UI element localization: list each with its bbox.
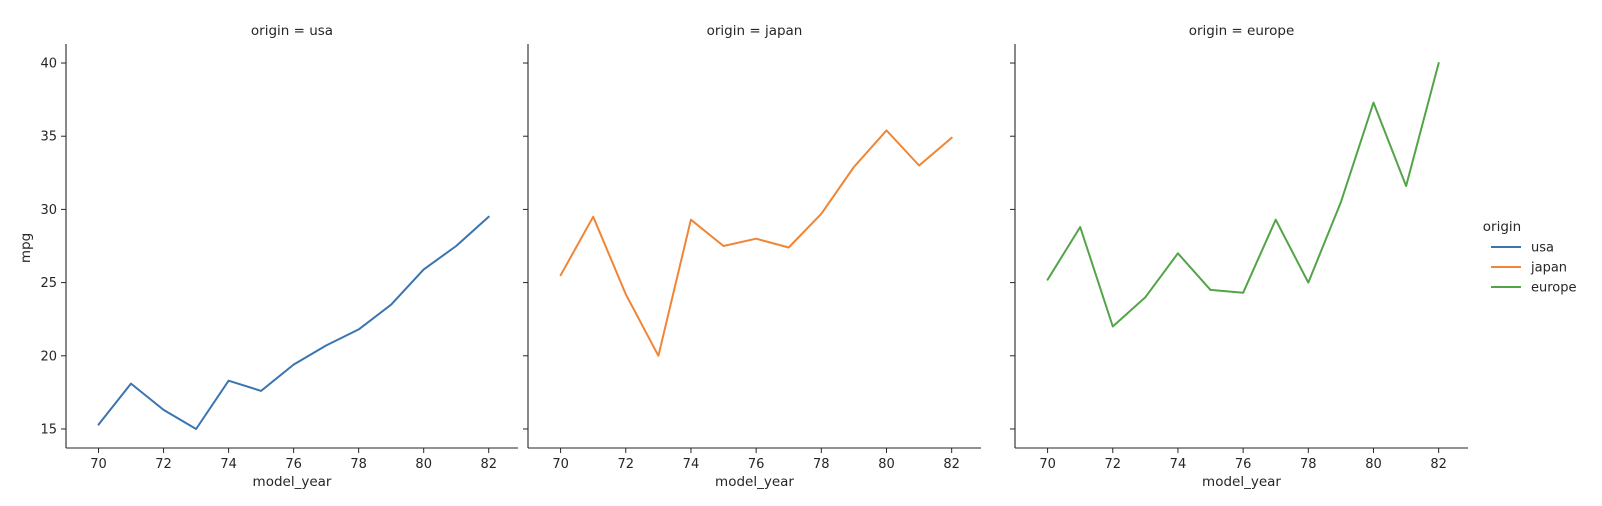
facet-panel-japan: origin = japan 70 72 74 76 78 80 82 model_year xyxy=(523,23,981,490)
x-tick-label: 78 xyxy=(350,457,367,472)
y-tick-label: 20 xyxy=(40,349,57,364)
x-tick-label: 76 xyxy=(285,457,302,472)
x-tick-label: 80 xyxy=(878,457,895,472)
x-tick-label: 82 xyxy=(480,457,497,472)
legend-label-usa: usa xyxy=(1531,241,1554,256)
x-axis-label: model_year xyxy=(1202,474,1281,490)
facet-panel-europe: origin = europe 70 72 74 76 78 80 82 model_year xyxy=(1010,23,1468,490)
y-tick-label: 35 xyxy=(40,130,57,145)
legend: origin usa japan europe xyxy=(1483,219,1577,296)
x-tick-label: 74 xyxy=(683,457,700,472)
y-tick-label: 30 xyxy=(40,203,57,218)
x-axis-label: model_year xyxy=(253,474,332,490)
legend-label-japan: japan xyxy=(1530,261,1567,276)
series-line-europe xyxy=(1046,62,1440,328)
x-tick-label: 82 xyxy=(1430,457,1447,472)
x-tick-label: 76 xyxy=(1235,457,1252,472)
x-tick-label: 82 xyxy=(943,457,960,472)
legend-title: origin xyxy=(1483,219,1521,235)
y-axis-label: mpg xyxy=(18,233,34,263)
series-line-japan xyxy=(559,129,953,357)
facet-panel-usa: origin = usa 15 20 25 30 35 40 70 72 74 76 78 80 82 mo… xyxy=(40,23,518,490)
x-tick-label: 74 xyxy=(1170,457,1187,472)
panel-title: origin = japan xyxy=(707,23,803,39)
x-tick-label: 80 xyxy=(1365,457,1382,472)
x-tick-label: 72 xyxy=(1104,457,1121,472)
y-tick-label: 15 xyxy=(40,422,57,437)
x-tick-label: 76 xyxy=(748,457,765,472)
panel-title: origin = usa xyxy=(251,23,333,39)
x-tick-label: 80 xyxy=(415,457,432,472)
series-line-usa xyxy=(97,215,490,430)
x-tick-label: 70 xyxy=(90,457,107,472)
x-tick-label: 74 xyxy=(220,457,237,472)
x-tick-label: 78 xyxy=(1300,457,1317,472)
x-tick-label: 72 xyxy=(155,457,172,472)
legend-label-europe: europe xyxy=(1531,281,1577,296)
y-tick-label: 40 xyxy=(40,57,57,72)
x-axis-label: model_year xyxy=(715,474,794,490)
x-tick-label: 70 xyxy=(552,457,569,472)
panel-title: origin = europe xyxy=(1189,23,1295,39)
x-tick-label: 72 xyxy=(617,457,634,472)
x-tick-label: 70 xyxy=(1039,457,1056,472)
y-tick-label: 25 xyxy=(40,276,57,291)
x-tick-label: 78 xyxy=(813,457,830,472)
